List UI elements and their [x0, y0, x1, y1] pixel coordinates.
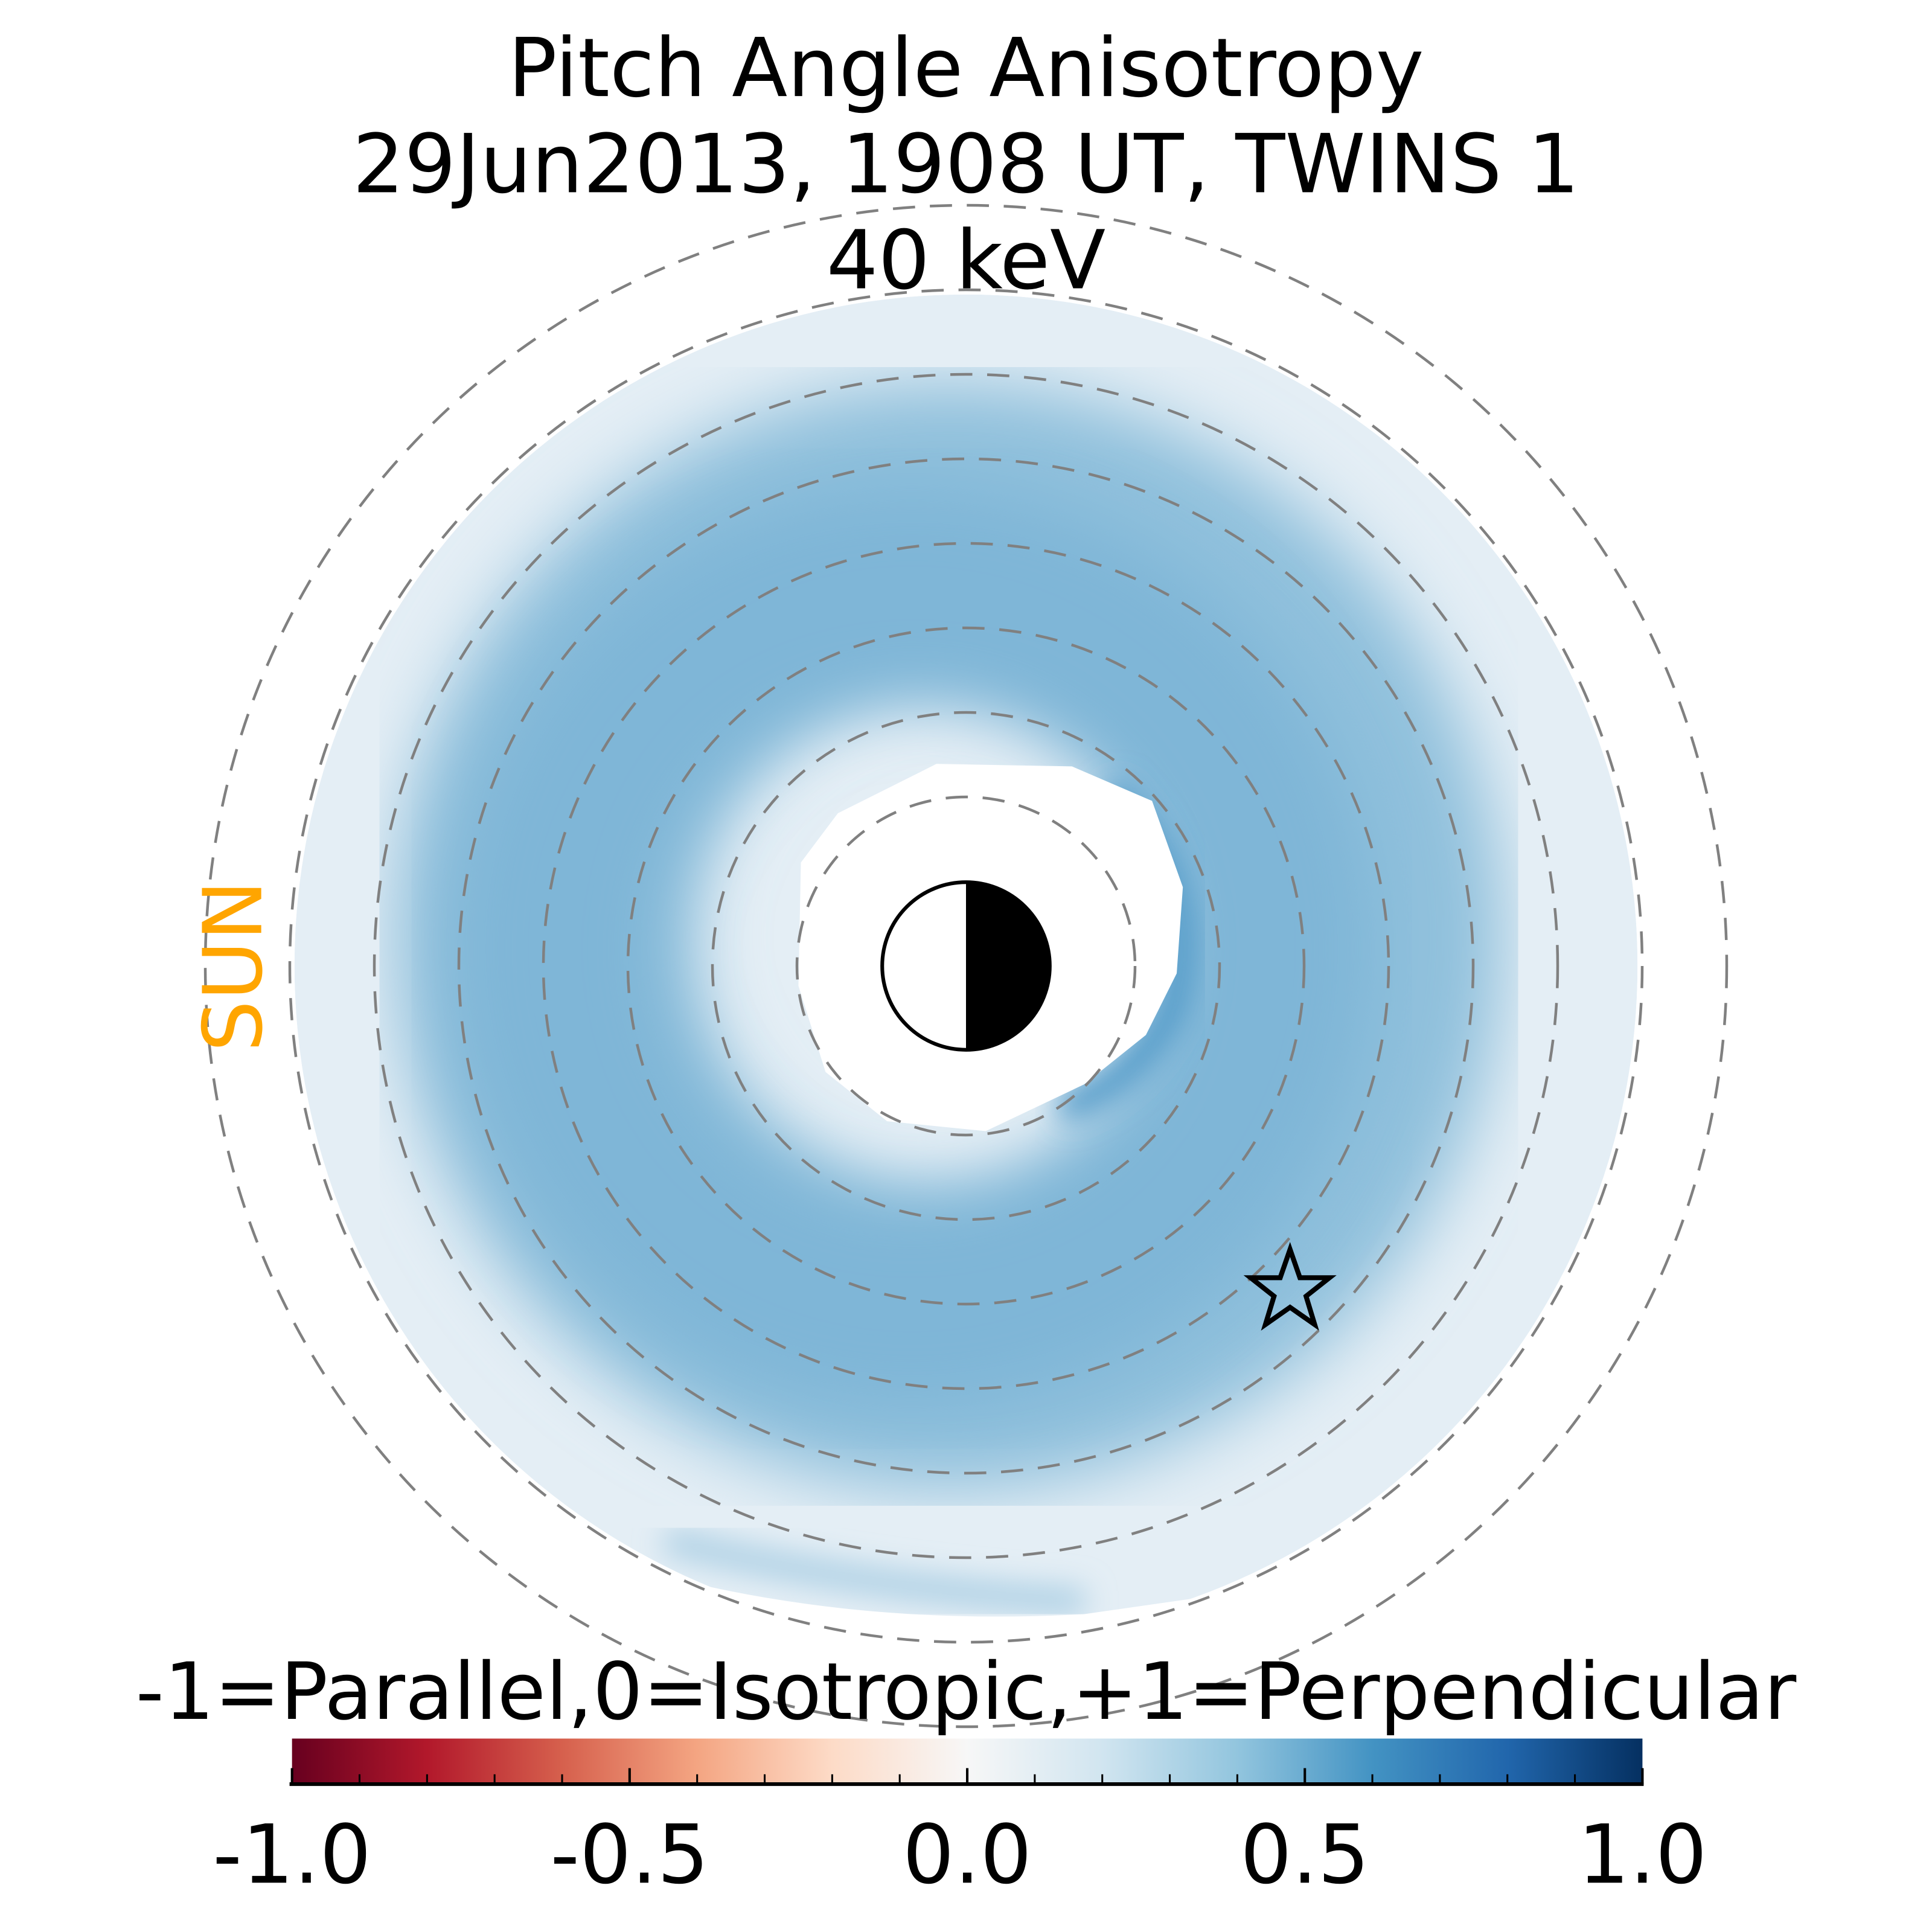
dashed-ring	[457, 457, 1475, 1475]
earth-icon	[880, 880, 1052, 1052]
dashed-ring	[203, 203, 1729, 1729]
dashed-ring	[542, 542, 1390, 1390]
colorbar-tick-label: 1.0	[1578, 1807, 1707, 1902]
heatmap-peak	[1055, 779, 1194, 1122]
dashed-ring	[795, 795, 1137, 1137]
title-line-2: 29Jun2013, 1908 UT, TWINS 1	[353, 117, 1579, 211]
sun-label: SUN	[186, 880, 281, 1052]
colorbar-tick-label: -0.5	[550, 1807, 709, 1902]
spacecraft-star-icon	[1243, 1241, 1337, 1331]
title-line-1: Pitch Angle Anisotropy	[508, 21, 1424, 115]
colorbar-tick-label: 0.0	[903, 1807, 1032, 1902]
dashed-ring	[626, 626, 1306, 1306]
colorbar-tick-label: 0.5	[1240, 1807, 1369, 1902]
colorbar-tick-labels: -1.0 -0.5 0.0 0.5 1.0	[213, 1807, 1707, 1902]
dashed-ring	[711, 711, 1221, 1221]
dashed-ring	[373, 373, 1559, 1559]
colorbar-ticks	[290, 1768, 1644, 1785]
title-line-3: 40 keV	[827, 213, 1105, 308]
colorbar-tick-label: -1.0	[213, 1807, 371, 1902]
colorbar-label: -1=Parallel,0=Isotropic,+1=Perpendicular	[136, 1646, 1797, 1738]
heatmap-ring-core	[449, 487, 1374, 1411]
dashed-ring	[288, 288, 1644, 1644]
dashed-rings	[203, 203, 1729, 1729]
